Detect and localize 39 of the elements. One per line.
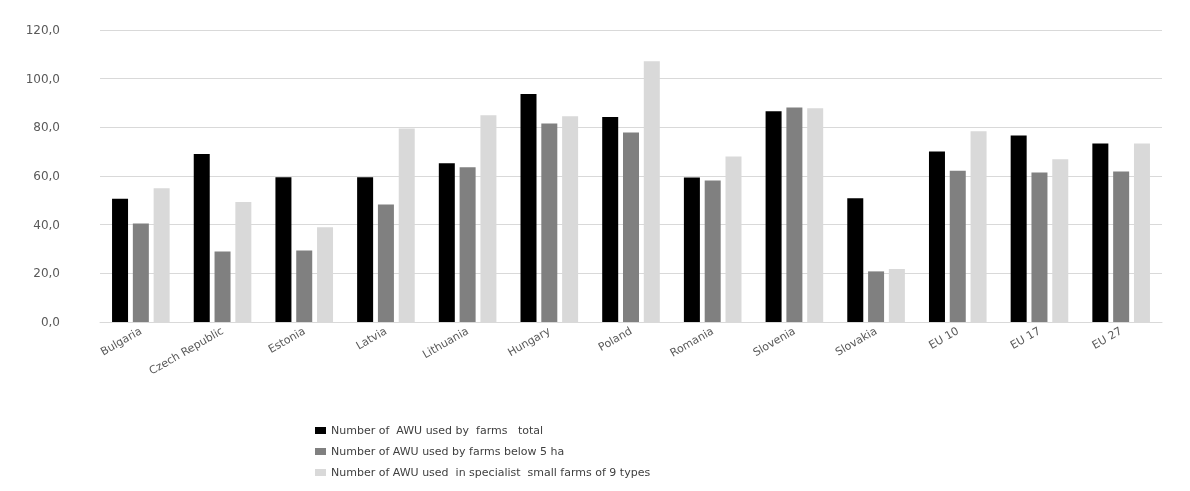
bar <box>193 154 210 322</box>
bar <box>214 251 231 322</box>
bar <box>704 180 721 322</box>
bar <box>786 107 803 322</box>
y-tick-label: 120,0 <box>25 23 60 37</box>
bar <box>1031 172 1048 322</box>
bar <box>949 170 966 322</box>
bar <box>275 177 292 322</box>
legend-label: Number of AWU used in specialist small farms of 9 types <box>331 466 651 479</box>
bar <box>520 94 537 322</box>
y-tick-label: 40,0 <box>33 217 60 232</box>
bar <box>1010 135 1027 322</box>
bar <box>377 204 394 322</box>
y-tick-label: 80,0 <box>33 120 60 135</box>
bar <box>683 177 700 322</box>
bar <box>928 151 945 322</box>
legend-label: Number of AWU used by farms total <box>331 424 544 437</box>
y-tick-label: 0,0 <box>40 315 60 329</box>
x-tick-label: EU 10 <box>926 324 962 352</box>
bar <box>459 167 476 322</box>
x-tick-label: EU 17 <box>1008 324 1043 352</box>
bar <box>868 271 885 322</box>
y-tick-label: 60,0 <box>33 169 60 183</box>
x-tick-label: EU 27 <box>1089 324 1125 352</box>
bar <box>357 177 374 322</box>
bar <box>623 132 639 322</box>
bar <box>112 198 129 322</box>
bar <box>132 223 149 322</box>
bar <box>602 117 619 322</box>
y-tick-label: 100,0 <box>25 71 60 86</box>
bar <box>1092 143 1109 322</box>
bar <box>1113 171 1130 322</box>
bar <box>541 123 558 322</box>
bar <box>296 250 313 322</box>
legend-label: Number of AWU used by farms below 5 ha <box>331 445 565 458</box>
bar <box>765 111 782 322</box>
y-tick-label: 20,0 <box>33 266 60 281</box>
bar <box>847 198 864 322</box>
bar <box>438 163 455 322</box>
